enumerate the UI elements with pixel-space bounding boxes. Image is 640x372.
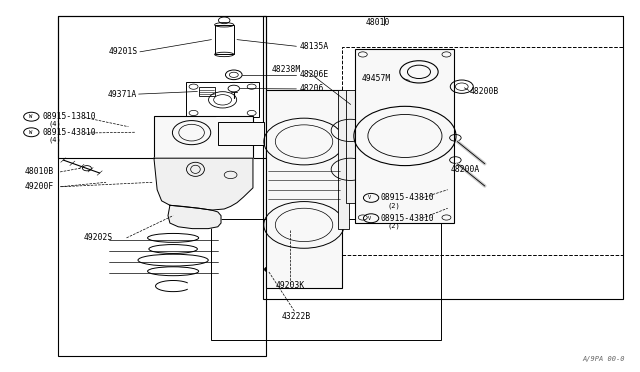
- Text: A/9PA 00-0: A/9PA 00-0: [583, 356, 625, 362]
- Text: 48206: 48206: [300, 84, 324, 93]
- Text: 49371A: 49371A: [108, 90, 137, 99]
- Text: 08915-43810: 08915-43810: [381, 193, 435, 202]
- Bar: [355, 49, 454, 223]
- Text: 48206E: 48206E: [300, 70, 329, 79]
- Text: 48200A: 48200A: [451, 165, 480, 174]
- Text: 49203K: 49203K: [275, 281, 305, 290]
- Polygon shape: [168, 205, 221, 229]
- Text: 49457M: 49457M: [362, 74, 391, 83]
- Bar: [211, 219, 442, 340]
- Text: 49201S: 49201S: [109, 47, 138, 56]
- Text: W: W: [29, 114, 32, 119]
- Text: (2): (2): [387, 202, 400, 209]
- Bar: [214, 25, 234, 54]
- Text: 48200B: 48200B: [470, 87, 499, 96]
- Bar: [198, 87, 214, 96]
- Circle shape: [264, 267, 273, 272]
- Text: (4): (4): [49, 121, 61, 127]
- Bar: [338, 90, 349, 229]
- Text: 08915-13810: 08915-13810: [42, 112, 96, 121]
- Text: 48135A: 48135A: [300, 42, 329, 51]
- Bar: [58, 16, 266, 356]
- Text: 48238M: 48238M: [272, 65, 301, 74]
- Text: 48010B: 48010B: [25, 167, 54, 176]
- Bar: [342, 47, 623, 254]
- Bar: [262, 16, 623, 299]
- Text: 49202S: 49202S: [84, 233, 113, 243]
- Bar: [58, 16, 266, 158]
- Polygon shape: [154, 158, 253, 210]
- Text: 49200F: 49200F: [25, 182, 54, 191]
- Text: (4): (4): [49, 136, 61, 142]
- Text: (2): (2): [387, 222, 400, 229]
- Text: 43222B: 43222B: [282, 312, 311, 321]
- Bar: [154, 116, 253, 158]
- Text: V: V: [368, 195, 371, 201]
- Text: 48010: 48010: [366, 19, 390, 28]
- Text: 08915-43810: 08915-43810: [42, 128, 96, 137]
- Text: W: W: [29, 130, 32, 135]
- Text: V: V: [368, 216, 371, 221]
- Bar: [218, 122, 264, 145]
- Bar: [346, 90, 355, 203]
- Bar: [266, 90, 342, 288]
- Text: 08915-43810: 08915-43810: [381, 214, 435, 223]
- Bar: [186, 82, 259, 118]
